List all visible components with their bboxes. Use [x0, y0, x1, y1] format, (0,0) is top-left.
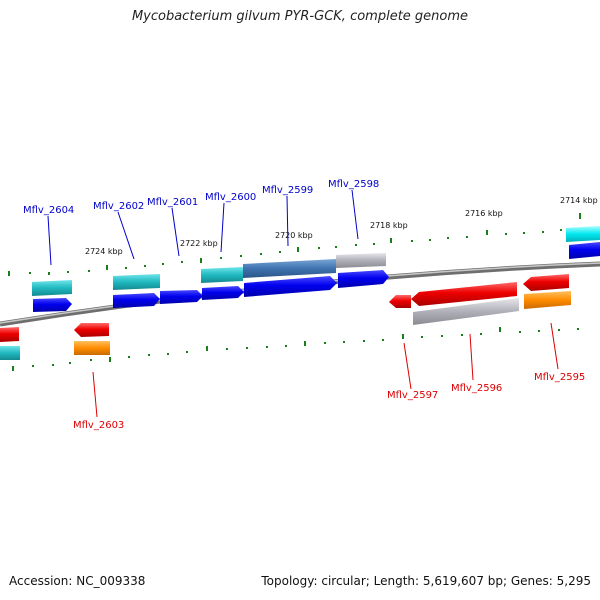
cds-arrow-2604	[33, 298, 72, 312]
gene-label-2600: Mflv_2600	[205, 192, 256, 203]
cds-arrow-2597	[389, 295, 411, 308]
scale-ring-upper	[8, 213, 581, 276]
gene-feature-2596	[413, 298, 519, 325]
gene-label-2602: Mflv_2602	[93, 201, 144, 212]
map-title: Mycobacterium gilvum PYR-GCK, complete g…	[131, 9, 469, 24]
cds-arrow-2596	[411, 282, 517, 306]
forward-cds-arrows	[33, 242, 600, 312]
tick-label-2724: 2724 kbp	[85, 247, 123, 256]
tick-label-2720: 2720 kbp	[275, 231, 313, 240]
tick-label-2716: 2716 kbp	[465, 209, 503, 218]
gene-feature-2602	[113, 274, 160, 290]
reverse-gene-features	[0, 291, 571, 360]
cds-arrow-2602	[113, 293, 160, 308]
cds-arrow-2599	[244, 276, 337, 297]
reverse-cds-arrows	[0, 274, 569, 342]
topology-label: Topology: circular; Length: 5,619,607 bp…	[261, 574, 591, 588]
forward-leader-lines	[47, 189, 359, 266]
gene-feature-left-edge	[0, 346, 20, 360]
gene-label-2604: Mflv_2604	[23, 205, 74, 216]
cds-arrow-2603	[74, 323, 109, 337]
cds-arrow-right-edge	[569, 242, 600, 259]
reverse-leader-lines	[92, 322, 559, 418]
gene-feature-2598	[336, 253, 386, 268]
cds-arrow-left-edge	[0, 327, 19, 342]
gene-feature-2603	[74, 341, 110, 355]
cds-arrow-2601	[160, 290, 203, 304]
gene-feature-2604	[32, 280, 72, 296]
gene-label-2603: Mflv_2603	[73, 420, 124, 431]
scale-ring-lower	[12, 327, 579, 371]
gene-label-2598: Mflv_2598	[328, 179, 379, 190]
cds-arrow-2598	[338, 270, 389, 288]
gene-label-2595: Mflv_2595	[534, 372, 585, 383]
gene-label-2596: Mflv_2596	[451, 383, 502, 394]
tick-label-2718: 2718 kbp	[370, 221, 408, 230]
tick-label-2714: 2714 kbp	[560, 196, 598, 205]
cds-arrow-2600	[202, 286, 244, 300]
gene-feature-2599	[243, 259, 336, 278]
accession-label: Accession: NC_009338	[9, 574, 146, 588]
forward-gene-features	[32, 226, 600, 296]
gene-feature-2595	[524, 291, 571, 309]
tick-label-2722: 2722 kbp	[180, 239, 218, 248]
gene-label-2601: Mflv_2601	[147, 197, 198, 208]
gene-feature-right-edge	[566, 226, 600, 242]
cds-arrow-2595	[523, 274, 569, 291]
gene-label-2599: Mflv_2599	[262, 185, 313, 196]
gene-feature-2600	[201, 267, 243, 283]
gene-label-2597: Mflv_2597	[387, 390, 438, 401]
